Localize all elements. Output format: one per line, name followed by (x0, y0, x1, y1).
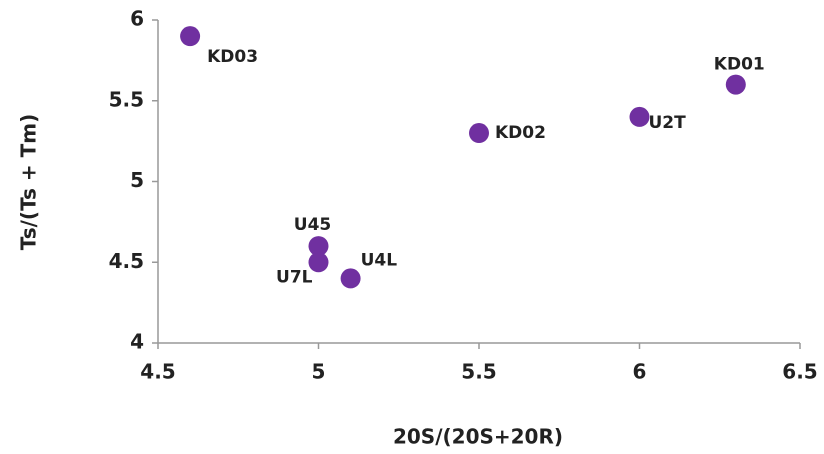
y-tick-label: 5.5 (109, 87, 144, 111)
y-tick-label: 5 (130, 168, 144, 192)
point-label: U2T (649, 113, 687, 133)
point (340, 268, 361, 289)
y-tick-label: 6 (130, 7, 144, 31)
y-axis-title: Ts/(Ts + Tm) (17, 114, 41, 251)
point (725, 74, 746, 95)
point-label: KD02 (495, 123, 546, 143)
x-tick-label: 6.5 (782, 360, 817, 384)
point (629, 106, 650, 127)
x-tick-label: 4.5 (140, 360, 175, 384)
point-label: KD03 (207, 47, 258, 67)
x-tick-label: 6 (633, 360, 647, 384)
point (308, 236, 329, 257)
x-tick-label: 5.5 (461, 360, 496, 384)
y-tick-label: 4.5 (109, 249, 144, 273)
point (308, 252, 329, 273)
point (180, 26, 201, 47)
y-tick-label: 4 (130, 330, 144, 354)
x-axis-title: 20S/(20S+20R) (393, 425, 563, 449)
point (469, 123, 489, 144)
point-label: U45 (294, 215, 331, 235)
x-tick-label: 5 (312, 360, 326, 384)
point-label: U4L (361, 250, 398, 270)
point-label: KD01 (714, 55, 765, 75)
point-label: U7L (276, 267, 313, 287)
